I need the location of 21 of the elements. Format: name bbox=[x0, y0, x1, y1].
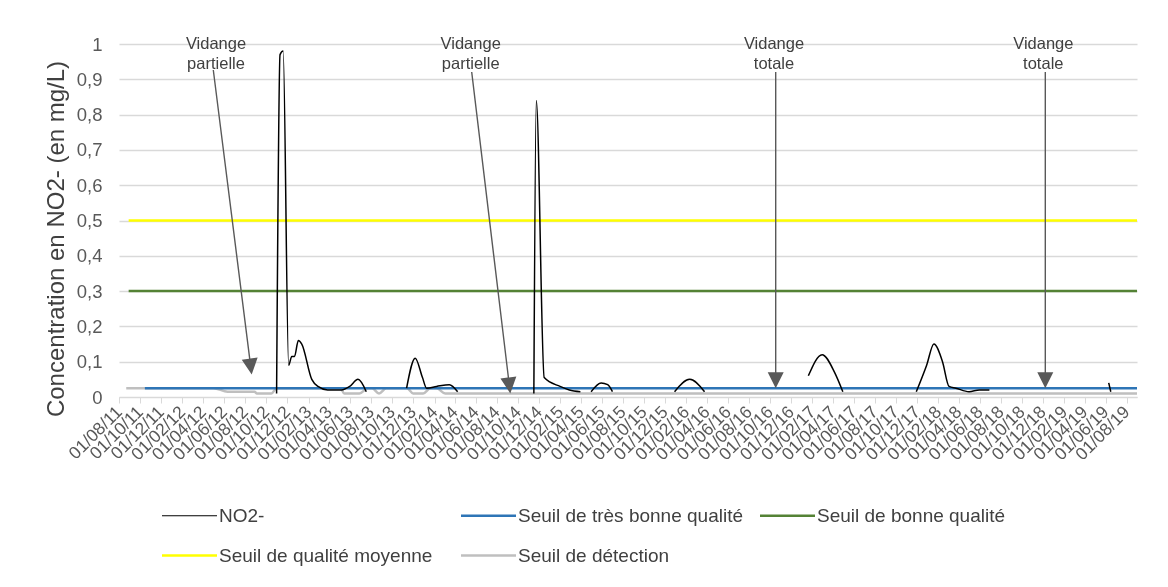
legend-label: NO2- bbox=[219, 504, 265, 526]
legend-label: Seuil de très bonne qualité bbox=[518, 504, 743, 526]
y-tick-label: 0,6 bbox=[76, 174, 103, 196]
y-tick-label: 0,8 bbox=[76, 104, 103, 126]
annotation: Vidange totale bbox=[1013, 34, 1074, 72]
legend-label: Seuil de qualité moyenne bbox=[219, 544, 433, 566]
y-tick-label: 1 bbox=[92, 33, 103, 55]
y-tick-label: 0,2 bbox=[76, 315, 103, 337]
y-tick-label: 0,5 bbox=[76, 210, 103, 231]
annotation: Vidange partielle bbox=[185, 34, 247, 72]
legend-label: Seuil de bonne qualité bbox=[817, 504, 1006, 526]
y-tick-label: 0,9 bbox=[76, 68, 103, 90]
y-tick-label: 0 bbox=[92, 386, 103, 408]
legend-label: Seuil de détection bbox=[518, 544, 670, 566]
annotation: Vidange partielle bbox=[440, 34, 501, 72]
y-tick-label: 0,3 bbox=[76, 280, 103, 302]
annotation: Vidange totale bbox=[743, 34, 805, 72]
y-axis-title: Concentration en NO2- (en mg/L) bbox=[41, 60, 69, 418]
y-tick-label: 0,4 bbox=[76, 245, 103, 267]
y-tick-label: 0,7 bbox=[76, 139, 103, 161]
y-tick-label: 0,1 bbox=[76, 351, 103, 373]
